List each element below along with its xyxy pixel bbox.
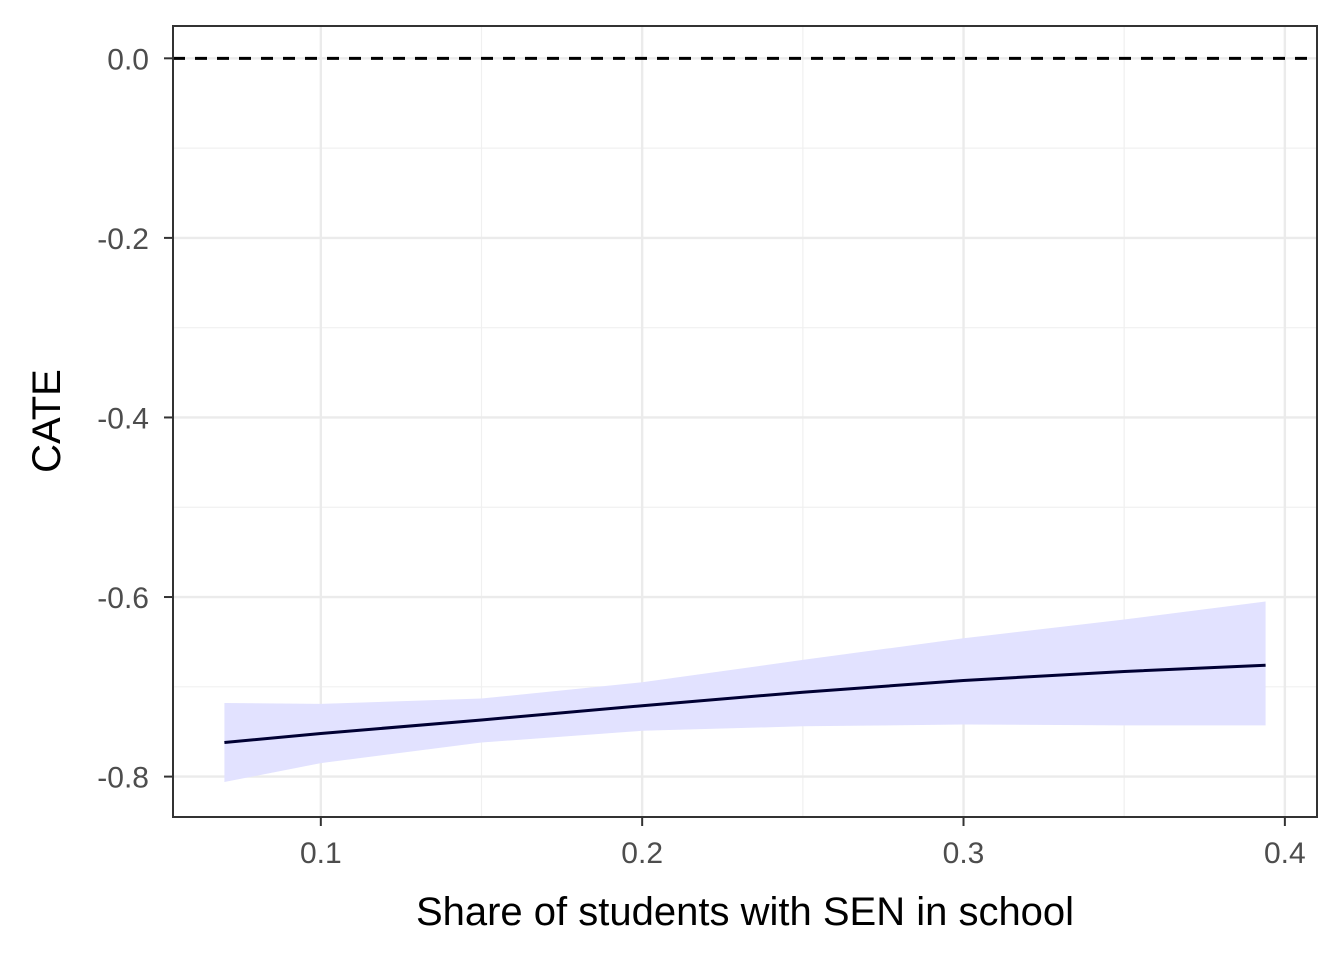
- y-tick-label: -0.8: [97, 762, 149, 795]
- x-axis-ticks: 0.1 0.2 0.3 0.4: [300, 817, 1306, 870]
- x-axis-title: Share of students with SEN in school: [416, 890, 1074, 934]
- x-tick-label: 0.1: [300, 837, 342, 870]
- panel-border: [172, 25, 1318, 818]
- series-lines: [224, 663, 1266, 744]
- confidence-band: [224, 601, 1266, 782]
- confidence-bands: [224, 601, 1266, 782]
- y-axis-title: CATE: [25, 369, 69, 473]
- x-tick-label: 0.3: [943, 837, 985, 870]
- y-tick-label: -0.6: [97, 582, 149, 615]
- x-tick-label: 0.4: [1264, 837, 1306, 870]
- y-tick-label: -0.2: [97, 223, 149, 256]
- y-tick-label: 0.0: [107, 43, 149, 76]
- cate-line: [224, 663, 1266, 744]
- y-axis-ticks: 0.0 -0.2 -0.4 -0.6 -0.8: [97, 43, 173, 795]
- y-tick-label: -0.4: [97, 402, 149, 435]
- x-tick-label: 0.2: [621, 837, 663, 870]
